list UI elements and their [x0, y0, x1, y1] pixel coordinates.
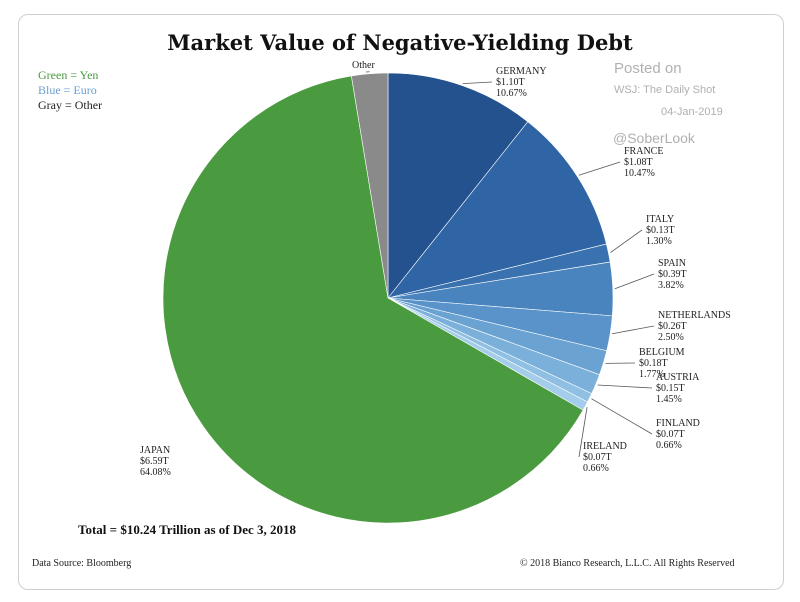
slice-label-ireland: IRELAND $0.07T 0.66% [583, 441, 627, 474]
slice-name: BELGIUM [639, 347, 685, 358]
total-note: Total = $10.24 Trillion as of Dec 3, 201… [78, 522, 297, 537]
slice-label-austria: AUSTRIA $0.15T 1.45% [656, 372, 699, 405]
slice-name: NETHERLANDS [658, 310, 731, 321]
slice-name: ITALY [646, 214, 675, 225]
watermark-posted-on: Posted on [614, 60, 682, 77]
slice-percent: 3.82% [658, 280, 684, 291]
slice-percent: 0.66% [583, 463, 609, 474]
pie-slice-other [351, 72, 389, 299]
slice-label-other: Other [352, 60, 375, 71]
chart-title: Market Value of Negative-Yielding Debt [167, 30, 633, 55]
legend: Green = Yen Blue = Euro Gray = Other [38, 68, 102, 113]
pie-slice-france [387, 121, 607, 299]
slice-label-spain: SPAIN $0.39T 3.82% [658, 258, 687, 291]
slice-label-finland: FINLAND $0.07T 0.66% [656, 418, 700, 451]
slice-label-germany: GERMANY $1.10T 10.67% [496, 66, 547, 99]
watermark-handle: @SoberLook [613, 130, 695, 146]
slice-label-italy: ITALY $0.13T 1.30% [646, 214, 675, 247]
legend-item-euro: Blue = Euro [38, 83, 97, 97]
data-source: Data Source: Bloomberg [32, 558, 132, 569]
slice-amount: $0.13T [646, 225, 675, 236]
slice-name: FRANCE [624, 146, 664, 157]
slice-amount: $1.08T [624, 157, 653, 168]
slice-label-belgium: BELGIUM $0.18T 1.77% [639, 347, 685, 380]
slice-name: IRELAND [583, 441, 627, 452]
slice-amount: $0.39T [658, 269, 687, 280]
slice-amount: $6.59T [140, 456, 169, 467]
leader-line-finland [591, 398, 653, 435]
slice-name: FINLAND [656, 418, 700, 429]
leader-line-italy [610, 229, 643, 253]
slice-amount: $0.15T [656, 383, 685, 394]
slice-amount: $1.10T [496, 77, 525, 88]
slice-name: JAPAN [140, 445, 171, 456]
slice-percent: 1.45% [656, 394, 682, 405]
watermark-date: 04-Jan-2019 [661, 106, 723, 118]
copyright: © 2018 Bianco Research, L.L.C. All Right… [520, 558, 735, 569]
slice-amount: $0.26T [658, 321, 687, 332]
legend-item-yen: Green = Yen [38, 68, 99, 82]
slice-percent: 10.67% [496, 88, 527, 99]
leader-line-germany [462, 81, 493, 85]
watermark-outlet: WSJ: The Daily Shot [614, 84, 716, 96]
slice-amount: $0.07T [583, 452, 612, 463]
leader-line-austria [597, 384, 653, 389]
slice-percent: 10.47% [624, 168, 655, 179]
slice-percent: 0.66% [656, 440, 682, 451]
slice-amount: $0.07T [656, 429, 685, 440]
slice-name: SPAIN [658, 258, 686, 269]
slice-percent: 2.50% [658, 332, 684, 343]
slice-percent: 64.08% [140, 467, 171, 478]
legend-item-other: Gray = Other [38, 98, 103, 112]
leader-line-france [578, 161, 621, 176]
slice-label-japan: JAPAN $6.59T 64.08% [140, 445, 171, 478]
leader-line-ireland [578, 407, 588, 458]
slice-percent: 1.30% [646, 236, 672, 247]
slice-amount: $0.18T [639, 358, 668, 369]
slice-name: AUSTRIA [656, 372, 700, 383]
pie-slice-germany [387, 72, 529, 299]
leader-line-spain [614, 273, 655, 290]
leader-line-netherlands [612, 325, 655, 335]
pie-slice-japan [162, 75, 584, 524]
slice-name: GERMANY [496, 66, 547, 77]
slice-percent: 1.77% [639, 369, 665, 380]
slice-label-france: FRANCE $1.08T 10.47% [624, 146, 663, 179]
slice-label-netherlands: NETHERLANDS $0.26T 2.50% [658, 310, 731, 343]
slice-name: Other [352, 60, 375, 71]
